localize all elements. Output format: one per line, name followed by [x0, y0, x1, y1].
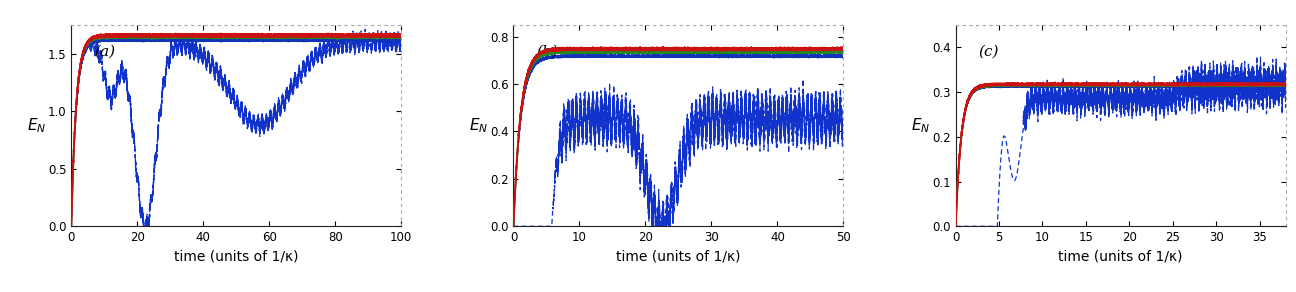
X-axis label: time (units of 1/κ): time (units of 1/κ) — [616, 250, 741, 264]
Text: (b): (b) — [537, 45, 559, 59]
X-axis label: time (units of 1/κ): time (units of 1/κ) — [174, 250, 298, 264]
X-axis label: time (units of 1/κ): time (units of 1/κ) — [1059, 250, 1183, 264]
Text: (c): (c) — [978, 45, 999, 59]
Y-axis label: $E_N$: $E_N$ — [469, 116, 489, 135]
Y-axis label: $E_N$: $E_N$ — [911, 116, 931, 135]
Text: (a): (a) — [95, 45, 115, 59]
Y-axis label: $E_N$: $E_N$ — [27, 116, 47, 135]
